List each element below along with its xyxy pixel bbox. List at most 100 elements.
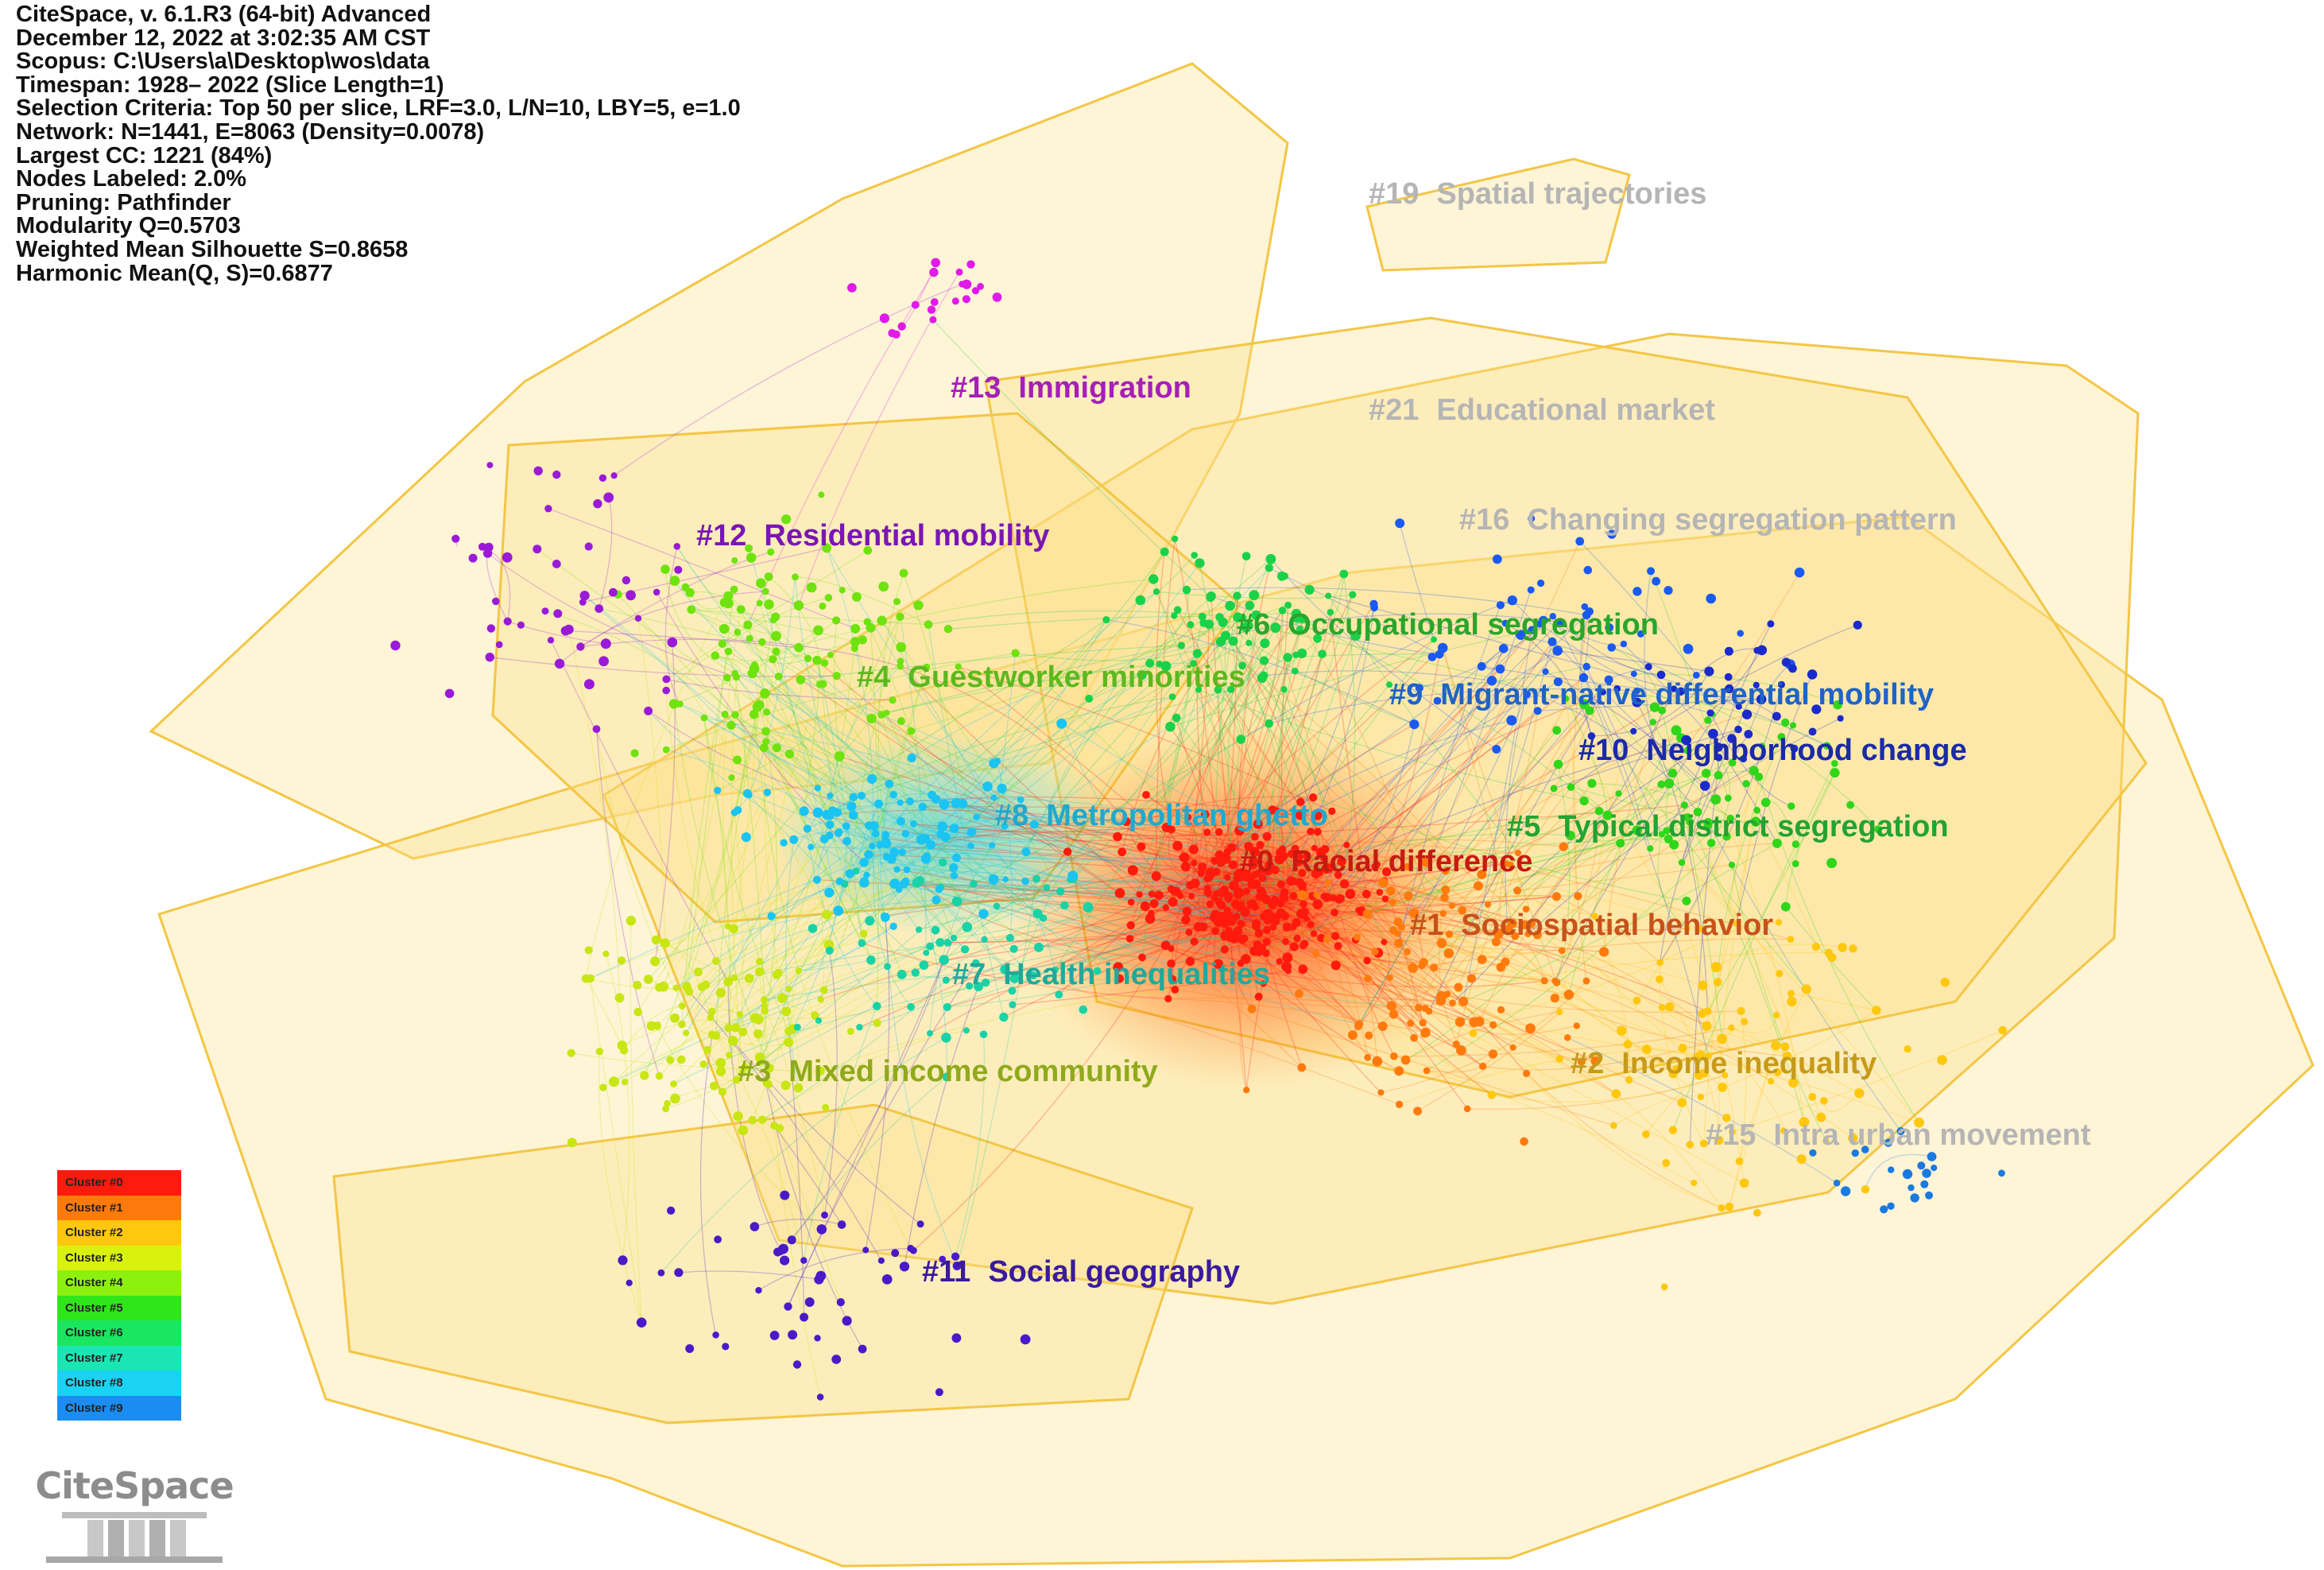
reference-node[interactable] <box>1582 977 1590 985</box>
reference-node[interactable] <box>869 842 876 850</box>
reference-node[interactable] <box>1415 684 1423 692</box>
reference-node[interactable] <box>1479 1062 1487 1071</box>
reference-node[interactable] <box>1767 620 1775 628</box>
reference-node[interactable] <box>1454 1017 1466 1027</box>
reference-node[interactable] <box>1611 1089 1621 1099</box>
reference-node[interactable] <box>603 492 614 503</box>
reference-node[interactable] <box>1737 1006 1745 1015</box>
reference-node[interactable] <box>1514 849 1522 857</box>
reference-node[interactable] <box>1243 620 1253 631</box>
reference-node[interactable] <box>553 609 563 618</box>
reference-node[interactable] <box>1363 956 1371 965</box>
reference-node[interactable] <box>1245 600 1255 611</box>
reference-node[interactable] <box>1308 793 1318 802</box>
reference-node[interactable] <box>1364 975 1372 983</box>
reference-node[interactable] <box>1693 1052 1702 1061</box>
reference-node[interactable] <box>939 1255 946 1263</box>
reference-node[interactable] <box>1647 567 1655 576</box>
reference-node[interactable] <box>721 711 729 719</box>
reference-node[interactable] <box>736 605 746 614</box>
reference-node[interactable] <box>673 543 681 550</box>
reference-node[interactable] <box>777 993 788 1003</box>
reference-node[interactable] <box>1009 944 1018 953</box>
reference-node[interactable] <box>1318 649 1327 658</box>
reference-node[interactable] <box>1258 874 1267 882</box>
reference-node[interactable] <box>681 583 690 592</box>
reference-node[interactable] <box>677 1055 686 1064</box>
reference-node[interactable] <box>1678 859 1686 866</box>
reference-node[interactable] <box>863 545 873 555</box>
reference-node[interactable] <box>1658 831 1665 838</box>
reference-node[interactable] <box>930 298 939 306</box>
reference-node[interactable] <box>923 949 930 956</box>
reference-node[interactable] <box>889 847 899 858</box>
reference-node[interactable] <box>1114 974 1124 983</box>
reference-node[interactable] <box>849 793 858 802</box>
reference-node[interactable] <box>780 1255 790 1266</box>
reference-node[interactable] <box>1245 639 1253 646</box>
reference-node[interactable] <box>1284 967 1292 975</box>
reference-node[interactable] <box>1284 601 1292 609</box>
reference-node[interactable] <box>1192 649 1203 658</box>
reference-node[interactable] <box>554 658 565 669</box>
reference-node[interactable] <box>1888 1166 1895 1173</box>
reference-node[interactable] <box>951 1252 960 1261</box>
reference-node[interactable] <box>1251 832 1259 841</box>
reference-node[interactable] <box>653 588 660 596</box>
reference-node[interactable] <box>1172 886 1181 896</box>
reference-node[interactable] <box>727 1036 738 1046</box>
reference-node[interactable] <box>903 866 911 874</box>
reference-node[interactable] <box>626 916 637 926</box>
reference-node[interactable] <box>738 1125 749 1136</box>
reference-node[interactable] <box>533 466 543 475</box>
reference-node[interactable] <box>672 984 680 991</box>
reference-node[interactable] <box>1910 1193 1919 1203</box>
reference-node[interactable] <box>1486 676 1497 686</box>
reference-node[interactable] <box>909 1246 917 1254</box>
reference-node[interactable] <box>584 946 593 955</box>
reference-node[interactable] <box>660 564 670 574</box>
reference-node[interactable] <box>1452 1040 1460 1049</box>
reference-node[interactable] <box>951 896 963 907</box>
reference-node[interactable] <box>811 1011 819 1020</box>
reference-node[interactable] <box>1667 768 1678 778</box>
reference-node[interactable] <box>1474 881 1483 891</box>
cluster-label[interactable]: #19 Spatial trajectories <box>1369 176 1706 211</box>
reference-node[interactable] <box>865 916 875 926</box>
reference-node[interactable] <box>1172 713 1181 723</box>
reference-node[interactable] <box>730 808 738 816</box>
reference-node[interactable] <box>1787 996 1797 1007</box>
reference-node[interactable] <box>772 647 780 656</box>
reference-node[interactable] <box>837 1220 846 1229</box>
reference-node[interactable] <box>1820 1097 1828 1105</box>
reference-node[interactable] <box>1737 630 1744 637</box>
reference-node[interactable] <box>1706 593 1716 604</box>
reference-node[interactable] <box>813 625 823 636</box>
reference-node[interactable] <box>1051 966 1059 974</box>
reference-node[interactable] <box>1127 865 1138 876</box>
reference-node[interactable] <box>858 635 867 645</box>
reference-node[interactable] <box>1276 571 1287 581</box>
reference-node[interactable] <box>814 1335 821 1342</box>
reference-node[interactable] <box>858 877 870 888</box>
reference-node[interactable] <box>780 1080 791 1091</box>
reference-node[interactable] <box>1262 832 1272 841</box>
reference-node[interactable] <box>1215 613 1224 622</box>
reference-node[interactable] <box>1441 885 1451 894</box>
reference-node[interactable] <box>1253 870 1261 878</box>
reference-node[interactable] <box>1113 962 1124 972</box>
reference-node[interactable] <box>657 1269 665 1277</box>
reference-node[interactable] <box>1559 842 1568 851</box>
reference-node[interactable] <box>1387 974 1393 981</box>
reference-node[interactable] <box>1920 1180 1929 1188</box>
reference-node[interactable] <box>804 654 812 663</box>
reference-node[interactable] <box>764 1063 774 1073</box>
reference-node[interactable] <box>770 1122 778 1130</box>
reference-node[interactable] <box>1251 879 1261 889</box>
reference-node[interactable] <box>1296 797 1305 806</box>
reference-node[interactable] <box>1254 928 1264 938</box>
reference-node[interactable] <box>862 1246 870 1254</box>
reference-node[interactable] <box>966 828 976 837</box>
reference-node[interactable] <box>592 725 601 733</box>
reference-node[interactable] <box>1699 781 1710 791</box>
